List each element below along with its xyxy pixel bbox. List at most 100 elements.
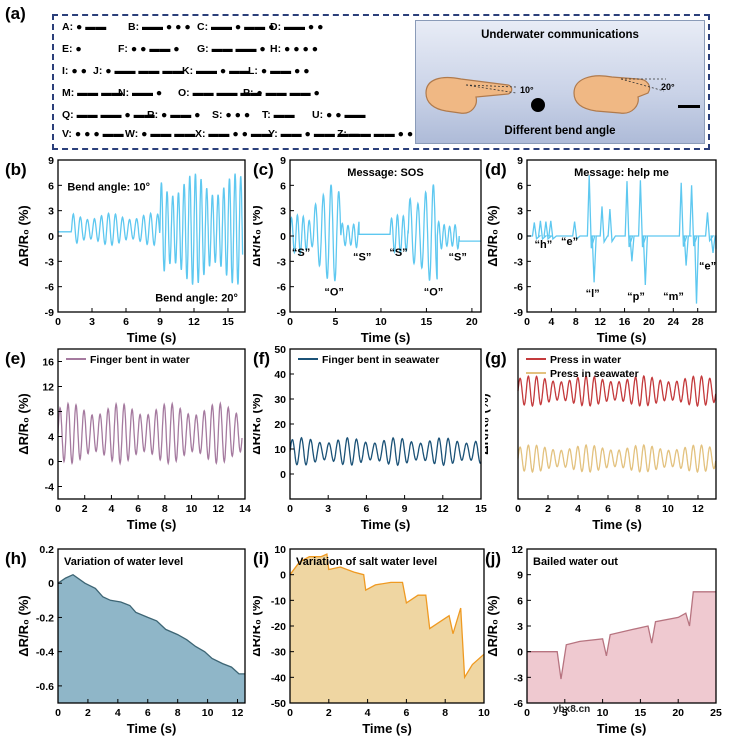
y-tick-label: -9 [45,307,54,319]
scale-bar-icon [678,105,700,108]
series-line-h [57,573,245,675]
panel-label-e: (e) [5,349,26,368]
annotation-c: “O” [424,286,444,298]
morse-letter: C: ▬▬ ● ▬▬ ● [197,21,275,33]
y-tick-label: 3 [517,621,523,633]
y-tick-label: 12 [511,546,523,556]
x-tick-label: 3 [325,503,331,515]
y-tick-label: -30 [271,647,286,659]
chart-f: (f) 0 3 6 9 12 15 0 10 20 30 40 50 Time (s) ΔR/R₀ (%) F… [253,346,487,532]
morse-code-box [52,14,710,150]
x-tick-label: 6 [123,316,129,328]
y-axis-label: ΔR/R₀ (%) [253,393,263,454]
x-tick-label: 14 [239,503,251,515]
x-axis-label: Time (s) [362,721,412,736]
morse-letter: X: ▬▬ ● ● ▬▬ [195,128,272,140]
morse-letter: H: ● ● ● ● [270,43,319,55]
sensor-dot-icon [531,98,545,112]
x-tick-label: 2 [82,503,88,515]
illustration-caption: Different bend angle [504,125,616,137]
morse-letter: Q: ▬▬ ▬▬ ● ▬▬ [62,109,155,121]
y-tick-label: -3 [45,256,54,268]
legend-label: Finger bent in water [90,354,190,366]
x-tick-label: 8 [442,707,448,719]
annotation-b: Bend angle: 10° [67,181,150,193]
y-tick-label: 9 [517,157,523,167]
y-axis-label: ΔR/R₀ (%) [485,393,491,454]
x-tick-label: 9 [157,316,163,328]
morse-letter: J: ● ▬▬ ▬▬ ▬▬ [93,65,184,77]
annotation-c: “S” [449,251,467,263]
x-tick-label: 12 [188,316,200,328]
panel-label-f: (f) [253,349,270,368]
y-tick-label: 6 [517,180,523,192]
annotation-d: “h” [535,239,553,251]
y-tick-label: -3 [514,672,523,684]
y-tick-label: -0.2 [36,612,54,624]
morse-letter: P: ● ▬▬ ▬▬ ● [243,87,320,99]
y-tick-label: 0 [48,231,54,243]
x-tick-label: 15 [635,707,647,719]
chart-h: (h) 0 2 4 6 8 10 12 -0.6 -0.4 -0.2 0 0.2 Time (s) ΔR/R… [5,546,246,736]
x-tick-label: 12 [437,503,449,515]
y-tick-label: 0 [280,469,286,481]
underwater-illustration: Underwater communications 10° 20° Differ… [415,20,705,144]
plot-frame-e [57,348,246,500]
chart-b: (b) 0 3 6 9 12 15 -9 -6 -3 0 3 6 9 Time (s) ΔR/R₀ (%) Be… [5,157,246,345]
x-tick-label: 10 [202,707,214,719]
x-axis-label: Time (s) [127,517,177,532]
y-tick-label: 9 [517,570,523,582]
x-tick-label: 0 [524,707,530,719]
legend-label: Finger bent in seawater [322,354,439,366]
x-tick-label: 0 [515,503,521,515]
series-line-f [289,436,482,467]
y-axis-label: ΔR/R₀ (%) [253,595,263,656]
annotation-d: “e” [699,260,716,272]
y-tick-label: -6 [45,282,54,294]
y-tick-label: 30 [274,394,286,406]
series-line-g [517,443,717,474]
x-tick-label: 25 [710,707,722,719]
x-tick-label: 0 [287,707,293,719]
legend-label: Press in water [550,354,621,366]
x-tick-label: 8 [635,503,641,515]
x-axis-label: Time (s) [361,330,411,345]
y-tick-label: 10 [274,546,286,556]
y-tick-label: 6 [517,595,523,607]
y-tick-label: 0 [48,457,54,469]
plot-frame-f [289,348,482,500]
morse-letter: W: ● ▬▬ ▬▬ [125,128,196,140]
x-tick-label: 6 [135,503,141,515]
y-tick-label: 10 [274,444,286,456]
morse-letter: K: ▬▬ ● ▬▬ [182,65,251,77]
y-tick-label: -10 [271,595,286,607]
x-tick-label: 9 [402,503,408,515]
y-tick-label: -3 [514,256,523,268]
series-line-c [289,184,481,282]
morse-letter: S: ● ● ● [212,109,251,121]
y-tick-label: 6 [280,180,286,192]
finger-drawing: 10° 20° [425,75,700,114]
annotation-d: “p” [627,291,645,303]
x-axis-label: Time (s) [597,721,647,736]
morse-letter: M: ▬▬ ▬▬ [62,87,123,99]
series-line-d [527,175,717,304]
y-tick-label: 50 [274,346,286,356]
morse-letter: D: ▬▬ ● ● [270,21,324,33]
y-tick-label: -40 [271,672,286,684]
chart-title-d: Message: help me [574,167,669,179]
morse-letter: R: ● ▬▬ ● [147,109,201,121]
y-tick-label: 0 [280,570,286,582]
y-tick-label: 12 [42,382,54,394]
x-tick-label: 10 [597,707,609,719]
x-tick-label: 4 [575,503,581,515]
y-tick-label: 3 [280,206,286,218]
y-tick-label: -20 [271,621,286,633]
x-tick-label: 10 [186,503,198,515]
x-tick-label: 24 [667,316,679,328]
y-axis-label: ΔR/R₀ (%) [485,205,500,266]
angle-left-label: 10° [520,85,534,95]
series-line-i [289,553,485,680]
panel-label-c: (c) [253,160,274,179]
x-tick-label: 2 [545,503,551,515]
